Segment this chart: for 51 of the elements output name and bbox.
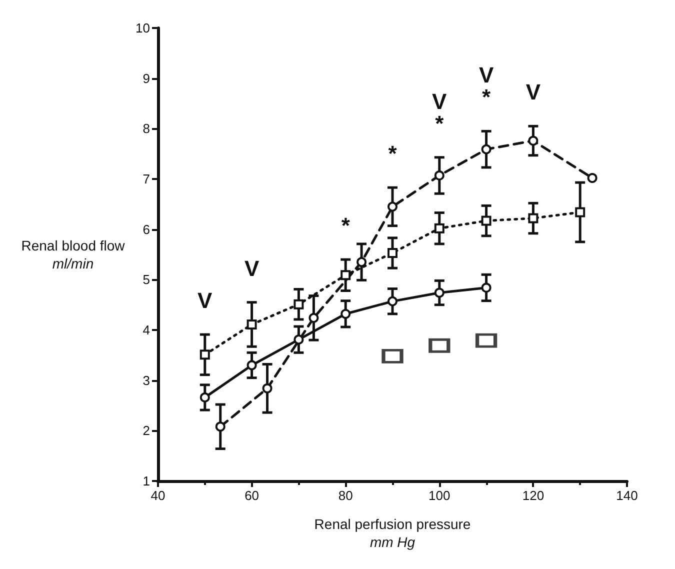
point xyxy=(340,308,351,319)
point xyxy=(200,392,210,402)
point xyxy=(528,136,538,146)
annotation: V xyxy=(198,288,213,314)
point xyxy=(356,257,367,268)
annotation: * xyxy=(388,141,398,166)
x-tick-label: 140 xyxy=(616,488,638,503)
x-tick-label: 60 xyxy=(244,488,260,503)
x-tick-label: 100 xyxy=(428,488,450,503)
point xyxy=(262,383,272,394)
annotation: V xyxy=(526,80,541,105)
point xyxy=(575,207,586,218)
point xyxy=(388,296,398,306)
x-tick-label: 40 xyxy=(150,488,166,503)
point xyxy=(246,319,257,330)
point xyxy=(434,223,444,234)
point xyxy=(388,248,398,258)
y-tick-label: 3 xyxy=(142,372,150,388)
point xyxy=(308,312,319,323)
point xyxy=(246,360,257,370)
y-axis-title: Renal blood flow ml/min xyxy=(21,238,126,272)
point xyxy=(340,270,351,280)
point xyxy=(481,144,492,154)
point xyxy=(481,282,492,293)
point xyxy=(200,350,210,360)
point xyxy=(294,334,304,345)
point xyxy=(428,338,450,354)
point xyxy=(434,170,444,180)
x-tick-label: 80 xyxy=(338,488,353,503)
y-tick-label: 5 xyxy=(142,272,150,288)
point xyxy=(434,288,444,298)
point xyxy=(528,213,538,224)
point xyxy=(476,333,497,348)
point xyxy=(294,299,304,310)
y-tick-label: 1 xyxy=(142,474,150,488)
y-tick-label: 2 xyxy=(142,423,150,438)
point xyxy=(587,172,598,183)
x-tick-label: 120 xyxy=(522,488,544,503)
point xyxy=(481,216,492,226)
y-tick-label: 10 xyxy=(136,20,150,36)
y-tick-label: 8 xyxy=(142,121,150,136)
point xyxy=(215,422,226,432)
point xyxy=(388,202,398,212)
y-tick-label: 4 xyxy=(142,322,150,338)
annotation: V xyxy=(244,256,260,281)
y-tick-label: 6 xyxy=(142,222,150,237)
annotation: * xyxy=(341,213,350,238)
y-tick-label: 9 xyxy=(142,70,150,86)
point xyxy=(382,348,403,364)
x-axis-title: Renal perfusion pressure mm Hg xyxy=(314,516,471,550)
y-tick-label: 7 xyxy=(142,172,150,186)
